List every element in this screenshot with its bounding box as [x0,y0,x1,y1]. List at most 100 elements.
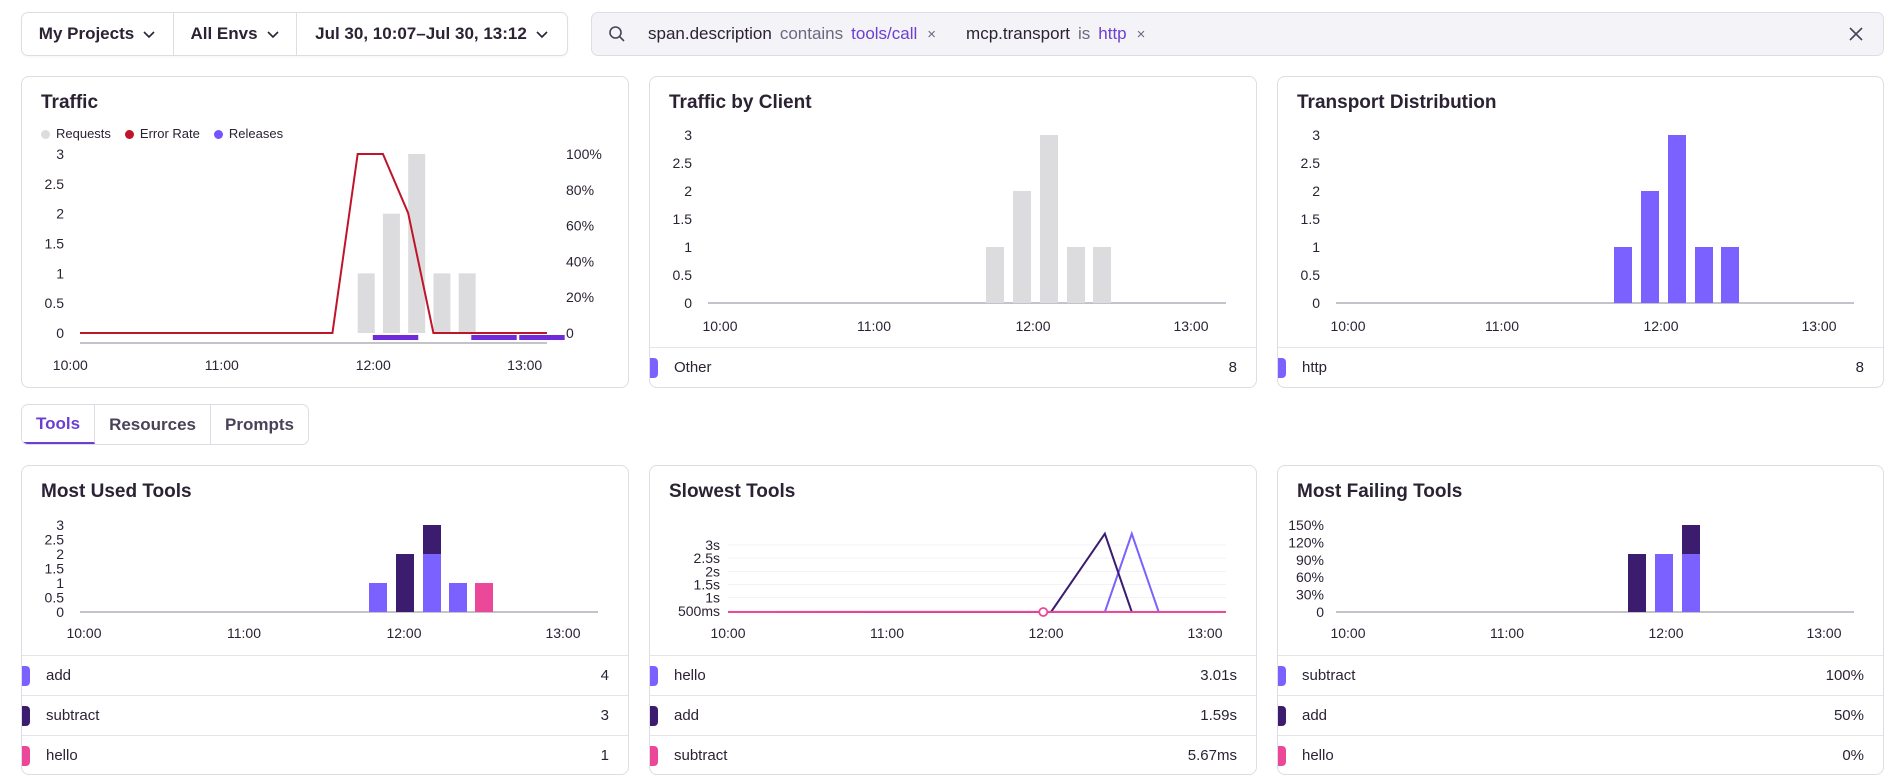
most-used-tools-chart[interactable]: 00.511.522.53 10:00 11:00 12:00 13:00 [22,466,629,656]
y-axis-tick-label: 1 [56,265,64,281]
y-axis-tick-label: 1 [684,239,692,255]
stacked-bar-segment [396,554,414,612]
remove-token-icon[interactable]: × [927,25,937,43]
date-range-label: Jul 30, 10:07–Jul 30, 13:12 [315,24,527,43]
y2-axis-tick-label: 20% [566,289,594,305]
bar [1695,247,1713,303]
panel-title: Traffic by Client [669,92,812,113]
legend-value: 8 [1228,359,1237,376]
y-axis-tick-label: 0 [1316,604,1324,620]
requests-bar [433,273,451,333]
traffic-chart[interactable]: 0 0.5 1 1.5 2 2.5 3 0 20% 40% 60% 80% 100% 10:00 11:00… [22,77,629,388]
legend-row[interactable]: Other 8 [650,347,1256,387]
project-selector[interactable]: My Projects [22,13,174,55]
y-axis-tick-label: 2 [684,183,692,199]
legend-item-releases[interactable]: Releases [213,126,283,141]
y-axis-tick-label: 0.5 [1301,267,1321,283]
legend-swatch [22,705,30,726]
x-axis-tick-label: 10:00 [710,625,745,641]
bar [1614,247,1632,303]
legend-row[interactable]: hello 1 [22,735,628,774]
traffic-by-client-panel: Traffic by Client 0 0.5 1 1.5 2 2.5 3 10:00 11:0… [649,76,1257,388]
legend-item-error-rate[interactable]: Error Rate [124,126,200,141]
legend-row[interactable]: subtract 5.67ms [650,735,1256,774]
x-axis-tick-label: 12:00 [386,625,421,641]
legend-label: hello [674,667,706,684]
legend-row[interactable]: add 1.59s [650,695,1256,735]
token-operator[interactable]: contains [779,24,844,43]
legend-label: hello [46,747,78,764]
legend-item-requests[interactable]: Requests [41,126,111,141]
y-axis-tick-label: 60% [1296,569,1324,585]
y-axis-tick-label: 0.5 [673,267,693,283]
stacked-bar-segment [1682,554,1700,612]
x-axis-tick-label: 13:00 [1806,625,1841,641]
most-failing-tools-chart[interactable]: 030% 60%90% 120%150% 10:00 11:00 12:00 13:00 [1278,466,1884,656]
y-axis-tick-label: 1.5 [45,236,65,252]
traffic-by-client-chart[interactable]: 0 0.5 1 1.5 2 2.5 3 10:00 11:00 12:00 13:00 [650,77,1257,349]
y2-axis-tick-label: 0 [566,325,574,341]
legend-value: 100% [1825,667,1864,684]
y-axis-tick-label: 2 [56,206,64,222]
legend-row[interactable]: http 8 [1278,347,1883,387]
y-axis-tick-label: 1s [705,590,720,606]
x-axis-tick-label: 11:00 [1485,318,1519,334]
token-value[interactable]: tools/call [851,24,918,43]
legend-value: 3 [600,707,609,724]
tab-tools[interactable]: Tools [22,405,96,444]
date-range-selector[interactable]: Jul 30, 10:07–Jul 30, 13:12 [297,13,567,55]
slowest-tools-panel: Slowest Tools 500ms 1s 1.5s 2s 2.5s 3s 10:00 11… [649,465,1257,775]
panel-title: Transport Distribution [1297,92,1497,113]
legend-label: http [1302,359,1328,376]
clear-search-icon[interactable] [1847,25,1865,43]
y-axis-tick-label: 3s [705,537,720,553]
requests-bar [408,154,426,333]
legend-row[interactable]: add 50% [1278,695,1883,735]
release-marker [471,335,517,340]
legend-row[interactable]: hello 3.01s [650,655,1256,695]
tab-prompts[interactable]: Prompts [225,414,294,434]
requests-bar [382,213,400,333]
bar [1668,135,1686,303]
bar [1093,247,1111,303]
bar [1067,247,1085,303]
most-used-tools-panel: Most Used Tools 0 0.5 1 1.5 2 2.5 3 10:00 11:00 1… [21,465,629,775]
legend-label: add [674,707,700,724]
y-axis-tick-label: 2.5s [694,550,720,566]
token-value[interactable]: http [1098,24,1127,43]
remove-token-icon[interactable]: × [1136,25,1146,43]
search-query-bar[interactable]: span.description contains tools/call × m… [591,12,1884,56]
legend-label: subtract [1302,667,1356,684]
legend-swatch [22,665,30,686]
legend-value: 0% [1842,747,1864,764]
bar [1040,135,1058,303]
x-axis-tick-label: 13:00 [507,357,542,373]
x-axis-tick-label: 11:00 [870,625,904,641]
legend-row[interactable]: hello 0% [1278,735,1883,774]
search-token[interactable]: mcp.transport is http × [966,24,1145,44]
token-key: span.description [648,24,772,43]
legend-row[interactable]: add 4 [22,655,628,695]
legend-swatch [1278,705,1286,726]
x-axis-tick-label: 13:00 [1801,318,1836,334]
environment-selector[interactable]: All Envs [174,13,297,55]
x-axis-tick-label: 11:00 [1490,625,1524,641]
transport-distribution-chart[interactable]: 0 0.5 1 1.5 2 2.5 3 10:00 11:00 12:00 13:00 [1278,77,1884,349]
legend-value: 8 [1855,359,1864,376]
y-axis-tick-label: 0 [56,604,64,620]
legend-row[interactable]: subtract 3 [22,695,628,735]
x-axis-tick-label: 11:00 [857,318,891,334]
search-token[interactable]: span.description contains tools/call × [648,24,936,44]
tab-resources[interactable]: Resources [95,405,212,444]
panel-title: Most Failing Tools [1297,481,1463,502]
token-operator[interactable]: is [1077,24,1091,43]
x-axis-tick-label: 12:00 [1015,318,1050,334]
y-axis-tick-label: 0 [684,295,692,311]
y-axis-tick-label: 500ms [678,603,720,619]
panel-title: Most Used Tools [41,481,192,502]
legend-row[interactable]: subtract 100% [1278,655,1883,695]
data-point [1038,607,1049,617]
bar [1721,247,1739,303]
legend-swatch [1278,357,1286,378]
